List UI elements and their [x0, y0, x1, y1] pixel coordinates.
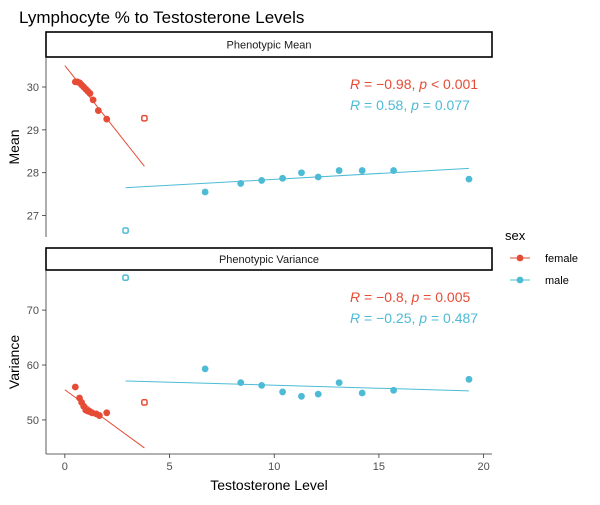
- facet-panels: Phenotypic Mean 27 28 29 30 Mean R = −0.98, p …: [6, 31, 493, 454]
- data-point: [335, 379, 343, 386]
- data-point: [390, 386, 397, 394]
- y-tick-label: 60: [27, 360, 39, 372]
- data-point: [258, 177, 266, 184]
- data-point: [103, 409, 111, 417]
- y-axis-title: Mean: [6, 129, 22, 164]
- data-point: [237, 379, 245, 386]
- facet-panel-1: Phenotypic Mean 27 28 29 30 Mean R = −0.98, p …: [6, 31, 493, 237]
- data-point: [314, 173, 322, 181]
- legend-label: male: [545, 275, 569, 287]
- correlation-label-male: R = 0.58, p = 0.077: [350, 97, 470, 113]
- y-axis-title: Variance: [6, 335, 22, 389]
- y-tick-label: 28: [27, 168, 39, 180]
- x-tick-label: 10: [268, 461, 280, 473]
- outlier-point: [122, 227, 129, 234]
- outlier-point: [122, 274, 129, 282]
- legend-label: female: [545, 253, 578, 265]
- data-point: [258, 381, 266, 389]
- data-point: [358, 389, 366, 397]
- y-tick-label: 30: [27, 82, 39, 94]
- data-point: [86, 90, 94, 97]
- data-point: [298, 392, 305, 400]
- data-point: [298, 169, 305, 177]
- series-female: [64, 383, 148, 449]
- data-point: [279, 174, 287, 182]
- outlier-point: [141, 399, 148, 406]
- correlation-label-male: R = −0.25, p = 0.487: [350, 310, 478, 326]
- data-point: [358, 167, 366, 174]
- chart-title: Lymphocyte % to Testosterone Levels: [19, 8, 304, 27]
- facet-strip-label: Phenotypic Variance: [219, 254, 319, 266]
- data-point: [89, 96, 97, 104]
- x-axis-title: Testosterone Level: [210, 477, 328, 493]
- data-point: [390, 167, 397, 174]
- data-point: [237, 180, 245, 187]
- legend-key-point: [516, 276, 524, 284]
- legend-entry-male: male: [510, 275, 569, 287]
- correlation-label-female: R = −0.8, p = 0.005: [350, 289, 471, 305]
- legend-entry-female: female: [510, 253, 578, 265]
- x-tick-label: 5: [166, 461, 172, 473]
- data-point: [71, 383, 79, 391]
- y-tick-label: 27: [27, 211, 39, 223]
- legend: sex female male: [505, 228, 578, 287]
- regression-line: [125, 380, 469, 392]
- facet-panel-2: Phenotypic Variance 50 60 70 Variance R = −0.…: [6, 247, 493, 454]
- data-point: [335, 167, 343, 174]
- y-tick-label: 50: [27, 415, 39, 427]
- legend-title: sex: [505, 228, 526, 243]
- data-point: [465, 375, 473, 383]
- series-female: [64, 65, 148, 167]
- outlier-point: [141, 114, 148, 122]
- x-axis: 0 5 10 15 20: [46, 453, 492, 473]
- data-point: [279, 388, 287, 396]
- data-point: [314, 390, 322, 398]
- x-tick-label: 15: [373, 461, 385, 473]
- facet-strip: [45, 31, 493, 58]
- x-tick-label: 20: [477, 461, 489, 473]
- facet-strip-label: Phenotypic Mean: [227, 40, 312, 52]
- x-tick-label: 0: [62, 461, 68, 473]
- series-male: [122, 274, 473, 400]
- data-point: [465, 175, 473, 183]
- legend-key-point: [516, 254, 524, 262]
- data-point: [95, 412, 103, 419]
- regression-line: [125, 167, 469, 189]
- data-point: [94, 107, 102, 114]
- data-point: [103, 115, 111, 123]
- facet-strip: [45, 247, 493, 271]
- correlation-label-female: R = −0.98, p < 0.001: [350, 76, 478, 92]
- series-male: [122, 167, 473, 234]
- data-point: [201, 365, 209, 373]
- y-tick-label: 29: [27, 125, 39, 137]
- data-point: [201, 188, 209, 196]
- y-tick-label: 70: [27, 305, 39, 317]
